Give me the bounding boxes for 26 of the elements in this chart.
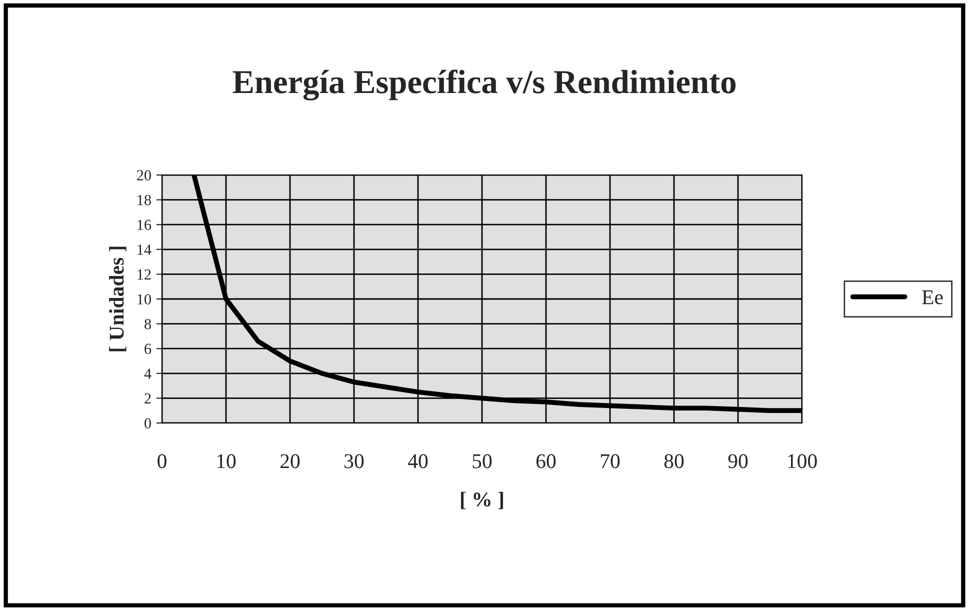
- y-tick-label: 8: [144, 318, 151, 330]
- x-tick-label: 80: [664, 454, 684, 468]
- y-tick-label: 10: [138, 294, 151, 304]
- y-tick-label: 18: [138, 194, 151, 206]
- y-tick-label: 0: [144, 418, 151, 428]
- x-tick-label: 50: [472, 454, 492, 468]
- chart-title: Energía Específica v/s Rendimiento: [232, 70, 736, 100]
- legend-label: Ee: [922, 290, 943, 304]
- y-tick-label: 6: [144, 344, 152, 354]
- y-tick-label: 20: [136, 170, 151, 180]
- x-tick-label: 0: [158, 454, 166, 468]
- x-tick-label: 90: [728, 454, 748, 468]
- x-tick-label: 30: [344, 454, 364, 468]
- y-tick-label: 16: [138, 220, 152, 230]
- x-axis-title: [ % ]: [460, 492, 504, 510]
- y-axis-title: [ Unidades ]: [109, 246, 126, 352]
- x-tick-label: 20: [280, 454, 300, 468]
- x-tick-label: 60: [536, 454, 556, 468]
- x-tick-label: 70: [600, 454, 620, 468]
- y-tick-label: 4: [144, 368, 152, 379]
- x-tick-label: 10: [217, 454, 236, 468]
- y-tick-label: 14: [138, 244, 152, 255]
- y-tick-label: 12: [138, 269, 151, 280]
- x-tick-label: 40: [408, 454, 428, 468]
- x-tick-label: 100: [788, 454, 817, 468]
- y-tick-label: 2: [144, 393, 151, 404]
